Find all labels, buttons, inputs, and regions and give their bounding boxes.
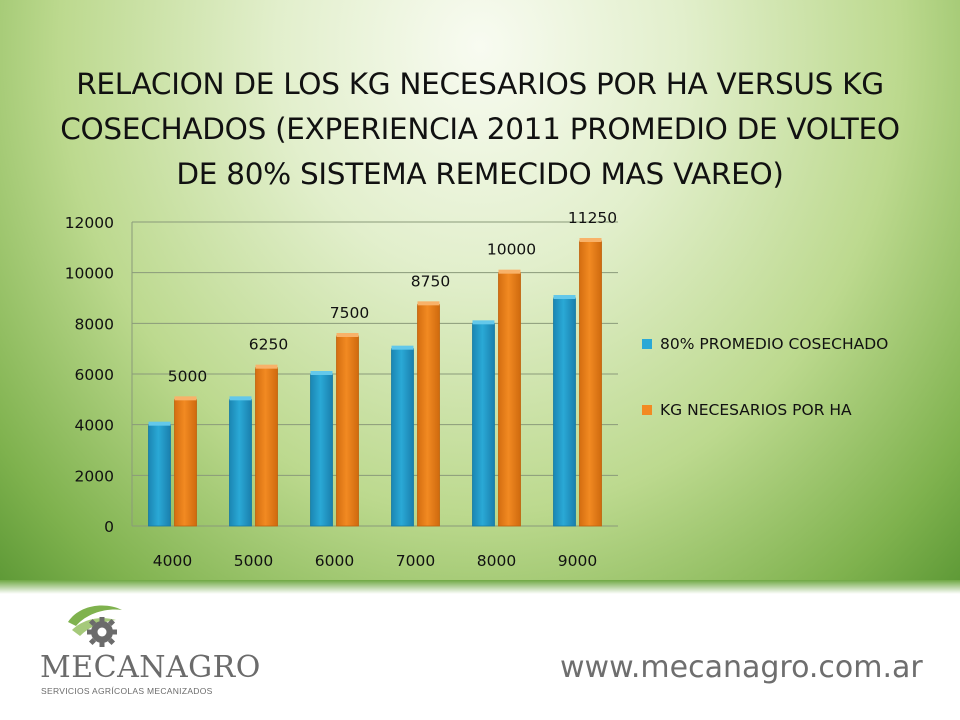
y-tick-label: 0 (104, 518, 114, 536)
bar-top-series2 (579, 238, 602, 242)
legend-label-series2: KG NECESARIOS POR HA (660, 401, 852, 419)
bar-series2 (417, 303, 440, 527)
bar-top-series1 (391, 345, 414, 350)
legend-swatch-series2 (642, 405, 652, 415)
bar-series1 (391, 348, 414, 527)
data-label: 6250 (249, 336, 288, 354)
legend-swatch-series1 (642, 339, 652, 349)
x-tick-label: 5000 (234, 552, 273, 570)
data-label: 8750 (411, 272, 450, 290)
data-label: 11250 (568, 209, 617, 227)
bar-top-series1 (553, 295, 576, 299)
y-tick-label: 10000 (65, 265, 114, 283)
data-label: 5000 (168, 367, 207, 385)
bar-series1 (553, 297, 576, 527)
logo-name: MECANAGRO (40, 650, 261, 685)
y-tick-label: 12000 (65, 214, 114, 232)
y-tick-label: 4000 (75, 417, 114, 435)
website-url: www.mecanagro.com.ar (560, 650, 923, 685)
x-tick-label: 6000 (315, 552, 354, 570)
legend-item-series1: 80% PROMEDIO COSECHADO (642, 332, 890, 356)
chart-title: RELACION DE LOS KG NECESARIOS POR HA VER… (60, 67, 900, 191)
bar-series1 (310, 373, 333, 527)
x-tick-label: 8000 (477, 552, 516, 570)
bar-series1 (472, 322, 495, 527)
bar-top-series2 (255, 364, 278, 369)
gear-leaf-icon (68, 605, 122, 647)
bar-top-series1 (310, 371, 333, 375)
legend-label-series1: 80% PROMEDIO COSECHADO (660, 335, 889, 353)
y-tick-label: 2000 (75, 467, 114, 485)
x-tick-label: 9000 (558, 552, 597, 570)
bar-series2 (336, 335, 359, 527)
y-tick-label: 6000 (75, 366, 114, 384)
bar-series2 (498, 272, 521, 527)
bar-series1 (229, 398, 252, 527)
bar-top-series1 (472, 320, 495, 325)
bar-series2 (174, 398, 197, 527)
bar-chart: 0 2000 4000 6000 8000 10000 12000 5000 4000 6250 5… (65, 209, 618, 570)
bar-top-series2 (417, 301, 440, 306)
bar-series2 (255, 367, 278, 527)
y-tick-label: 8000 (75, 315, 114, 333)
bar-top-series2 (336, 333, 359, 337)
bar-top-series1 (148, 421, 171, 426)
bar-series2 (579, 240, 602, 527)
legend-item-series2: KG NECESARIOS POR HA (642, 398, 890, 422)
x-tick-label: 4000 (153, 552, 192, 570)
bar-series1 (148, 424, 171, 527)
footer-green-band (0, 580, 960, 594)
logo-tagline: SERVICIOS AGRÍCOLAS MECANIZADOS (41, 686, 213, 696)
footer (0, 580, 960, 720)
data-label: 7500 (330, 304, 369, 322)
x-tick-label: 7000 (396, 552, 435, 570)
data-label: 10000 (487, 241, 536, 259)
bar-top-series2 (174, 396, 197, 401)
bar-top-series1 (229, 396, 252, 401)
bar-top-series2 (498, 269, 521, 274)
